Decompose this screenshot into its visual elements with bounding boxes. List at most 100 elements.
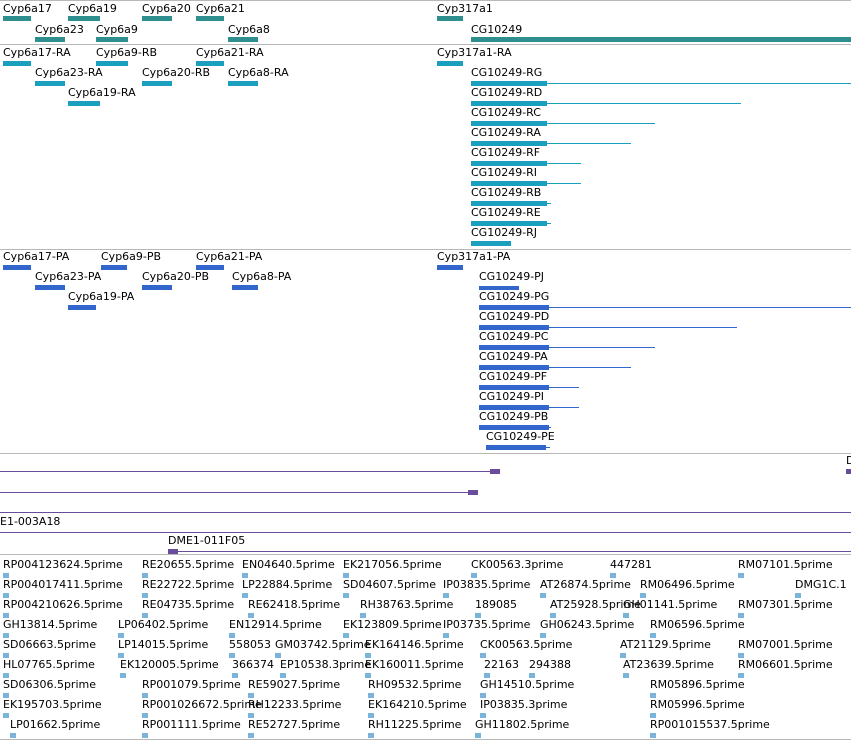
gene-label-cyp6a9[interactable]: Cyp6a9: [96, 23, 138, 36]
protein-feature-pa[interactable]: [479, 367, 631, 368]
est-label[interactable]: IP03835.3prime: [480, 698, 568, 711]
est-label[interactable]: LP06402.5prime: [118, 618, 209, 631]
transcript-feature-rg[interactable]: [471, 83, 851, 84]
gene-label-cyp317a1[interactable]: Cyp317a1: [437, 2, 493, 15]
clone-label-clipped[interactable]: D: [846, 454, 851, 467]
est-feature[interactable]: [10, 733, 16, 738]
protein-feature-cyp6a19[interactable]: [68, 305, 96, 310]
est-label[interactable]: LP22884.5prime: [242, 578, 333, 591]
est-label[interactable]: EK123809.5prime: [343, 618, 442, 631]
est-label[interactable]: RM06601.5prime: [738, 658, 833, 671]
est-feature[interactable]: [142, 593, 148, 598]
transcript-label-cyp6a21[interactable]: Cyp6a21-RA: [196, 46, 264, 59]
est-feature[interactable]: [365, 673, 371, 678]
transcript-feature-ra[interactable]: [471, 143, 631, 144]
gene-label-cyp6a19[interactable]: Cyp6a19: [68, 2, 117, 15]
protein-label-pj[interactable]: CG10249-PJ: [479, 270, 545, 283]
protein-label-pf[interactable]: CG10249-PF: [479, 370, 548, 383]
transcript-feature-rc[interactable]: [471, 123, 655, 124]
est-label[interactable]: RP004123624.5prime: [3, 558, 123, 571]
est-label[interactable]: EK164146.5prime: [365, 638, 464, 651]
protein-label-cyp317a1[interactable]: Cyp317a1-PA: [437, 250, 511, 263]
est-label[interactable]: RP001015537.5prime: [650, 718, 770, 731]
est-feature[interactable]: [443, 593, 449, 598]
protein-label-cyp6a8[interactable]: Cyp6a8-PA: [232, 270, 292, 283]
est-feature[interactable]: [242, 593, 248, 598]
transcript-feature-cyp6a9[interactable]: [96, 61, 128, 66]
est-label[interactable]: LP01662.5prime: [10, 718, 101, 731]
est-feature[interactable]: [738, 613, 744, 618]
est-feature[interactable]: [142, 733, 148, 738]
gene-feature-cyp6a19[interactable]: [68, 16, 100, 21]
protein-feature-pj[interactable]: [479, 286, 519, 290]
clone-label-e1[interactable]: E1-003A18: [0, 515, 61, 528]
est-label[interactable]: GH13814.5prime: [3, 618, 98, 631]
est-feature[interactable]: [229, 653, 235, 658]
est-label[interactable]: RM05896.5prime: [650, 678, 745, 691]
transcript-label-rc[interactable]: CG10249-RC: [471, 106, 541, 119]
transcript-feature-cyp317a1[interactable]: [437, 61, 463, 66]
est-label[interactable]: RP001111.5prime: [142, 718, 241, 731]
protein-label-cyp6a17[interactable]: Cyp6a17-PA: [3, 250, 70, 263]
gene-label-cg10249[interactable]: CG10249: [471, 23, 523, 36]
est-label[interactable]: GH06243.5prime: [540, 618, 635, 631]
est-label[interactable]: AT23639.5prime: [623, 658, 714, 671]
est-label[interactable]: RH38763.5prime: [360, 598, 454, 611]
protein-feature-pg[interactable]: [479, 307, 851, 308]
est-label[interactable]: EN04640.5prime: [242, 558, 335, 571]
est-feature[interactable]: [650, 713, 656, 718]
transcript-label-cyp6a19[interactable]: Cyp6a19-RA: [68, 86, 136, 99]
protein-label-cyp6a20[interactable]: Cyp6a20-PB: [142, 270, 210, 283]
est-feature[interactable]: [368, 693, 374, 698]
protein-label-pe[interactable]: CG10249-PE: [486, 430, 555, 443]
est-label[interactable]: IP03835.5prime: [443, 578, 531, 591]
est-feature[interactable]: [3, 593, 9, 598]
est-label[interactable]: AT26874.5prime: [540, 578, 631, 591]
est-label[interactable]: RM07101.5prime: [738, 558, 833, 571]
est-label[interactable]: EK160011.5prime: [365, 658, 464, 671]
protein-label-cyp6a21[interactable]: Cyp6a21-PA: [196, 250, 263, 263]
transcript-label-cyp6a8[interactable]: Cyp6a8-RA: [228, 66, 289, 79]
est-feature[interactable]: [368, 713, 374, 718]
est-feature[interactable]: [3, 573, 9, 578]
est-feature[interactable]: [280, 673, 286, 678]
est-label[interactable]: RM07001.5prime: [738, 638, 833, 651]
est-label[interactable]: RE20655.5prime: [142, 558, 235, 571]
est-feature[interactable]: [275, 653, 281, 658]
gene-feature-cyp6a9[interactable]: [96, 37, 128, 42]
est-label[interactable]: 447281: [610, 558, 652, 571]
gene-feature-cyp6a17[interactable]: [3, 16, 31, 21]
est-feature[interactable]: [475, 613, 481, 618]
est-feature[interactable]: [242, 573, 248, 578]
est-label[interactable]: RE62418.5prime: [248, 598, 341, 611]
est-label[interactable]: 294388: [529, 658, 571, 671]
est-feature[interactable]: [620, 653, 626, 658]
clone-feature-clipped[interactable]: [846, 469, 851, 474]
protein-feature-cyp317a1[interactable]: [437, 265, 463, 270]
est-feature[interactable]: [623, 613, 629, 618]
est-feature[interactable]: [229, 633, 235, 638]
est-label[interactable]: RH11225.5prime: [368, 718, 462, 731]
est-label[interactable]: RP004210626.5prime: [3, 598, 123, 611]
est-feature[interactable]: [480, 653, 486, 658]
transcript-label-rb[interactable]: CG10249-RB: [471, 186, 542, 199]
protein-feature-cyp6a8[interactable]: [232, 285, 258, 290]
est-feature[interactable]: [540, 633, 546, 638]
est-feature[interactable]: [550, 613, 556, 618]
est-label[interactable]: RP004017411.5prime: [3, 578, 123, 591]
est-feature[interactable]: [3, 693, 9, 698]
transcript-label-rg[interactable]: CG10249-RG: [471, 66, 543, 79]
est-feature[interactable]: [248, 613, 254, 618]
est-label[interactable]: 366374: [232, 658, 274, 671]
clone-feature-dme1[interactable]: [168, 551, 851, 552]
est-label[interactable]: AT25928.5prime: [550, 598, 641, 611]
gene-label-cyp6a23[interactable]: Cyp6a23: [35, 23, 84, 36]
est-label[interactable]: RE22722.5prime: [142, 578, 235, 591]
protein-feature-cyp6a21[interactable]: [196, 265, 224, 270]
est-label[interactable]: IP03735.5prime: [443, 618, 531, 631]
est-feature[interactable]: [142, 613, 148, 618]
clone-feature-e1[interactable]: [0, 532, 851, 533]
protein-label-pc[interactable]: CG10249-PC: [479, 330, 549, 343]
est-label[interactable]: RM06596.5prime: [650, 618, 745, 631]
est-feature[interactable]: [3, 613, 9, 618]
